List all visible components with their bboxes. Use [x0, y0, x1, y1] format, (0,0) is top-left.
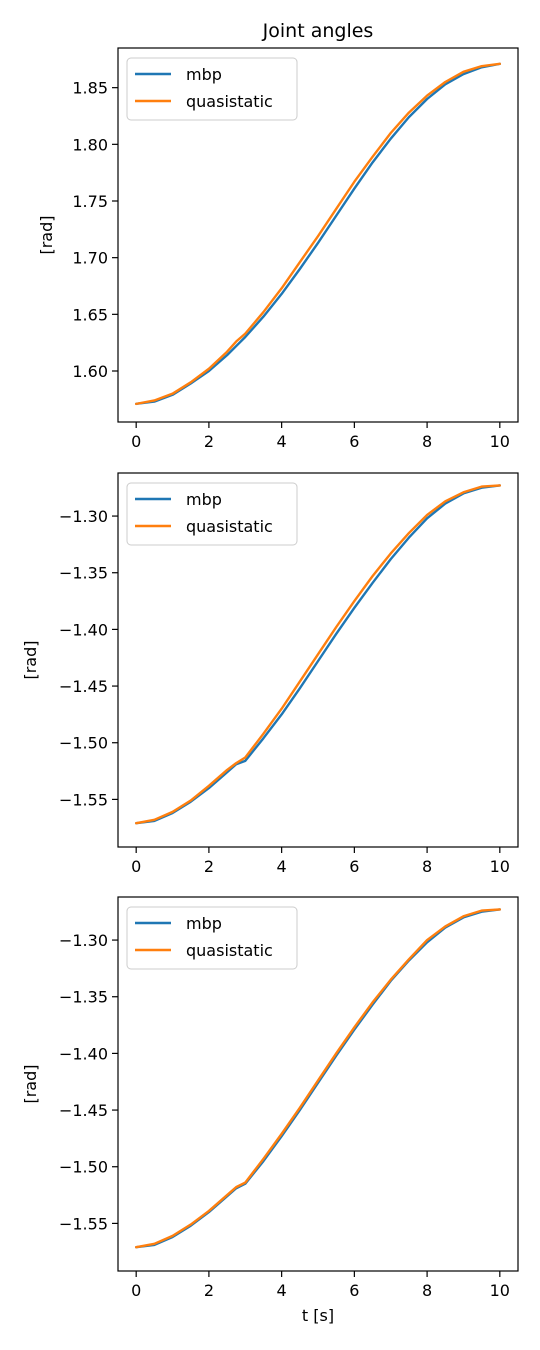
y-tick-label-3-2: −1.45 [59, 1101, 108, 1120]
x-tick-label-1-1: 2 [204, 432, 214, 451]
series-line-quasistatic-3 [134, 908, 502, 1249]
x-tick-label-2-2: 4 [277, 857, 287, 876]
y-tick-label-2-5: −1.30 [59, 507, 108, 526]
series-line-mbp-1 [134, 62, 502, 406]
y-tick-label-3-5: −1.30 [59, 931, 108, 950]
x-tick-label-2-1: 2 [204, 857, 214, 876]
plot-frame-3 [117, 896, 519, 1272]
legend-label-mbp-1: mbp [186, 65, 222, 84]
y-tick-label-1-3: 1.75 [72, 192, 108, 211]
x-tick-label-3-1: 2 [204, 1281, 214, 1300]
series-line-quasistatic-2 [134, 484, 502, 825]
x-tick-label-1-0: 0 [131, 432, 141, 451]
subplot-2: 0 2 4 6 8 10 −1.55 −1.50 −1.45 −1.40 −1.35 −1.30 [ra… [21, 472, 519, 876]
y-axis-label-1: [rad] [37, 215, 56, 254]
y-tick-label-2-2: −1.45 [59, 677, 108, 696]
legend-2: mbp quasistatic [126, 482, 298, 546]
x-tick-label-1-4: 8 [422, 432, 432, 451]
y-axis-label-2: [rad] [21, 640, 40, 679]
y-tick-label-2-4: −1.35 [59, 564, 108, 583]
legend-label-mbp-3: mbp [186, 914, 222, 933]
figure-title: Joint angles [262, 20, 374, 42]
y-axis-label-3: [rad] [21, 1064, 40, 1103]
y-tick-label-2-0: −1.55 [59, 790, 108, 809]
x-tick-label-3-2: 4 [277, 1281, 287, 1300]
x-tick-label-3-4: 8 [422, 1281, 432, 1300]
x-tick-label-1-5: 10 [490, 432, 510, 451]
y-tick-label-3-0: −1.55 [59, 1214, 108, 1233]
x-tick-label-3-5: 10 [490, 1281, 510, 1300]
x-tick-label-2-3: 6 [349, 857, 359, 876]
subplot-3: 0 2 4 6 8 10 −1.55 −1.50 −1.45 −1.40 −1.35 −1.30 [ra… [21, 896, 519, 1325]
y-tick-label-2-3: −1.40 [59, 620, 108, 639]
legend-label-quasistatic-2: quasistatic [186, 517, 273, 536]
y-tick-label-1-4: 1.80 [72, 135, 108, 154]
y-tick-label-1-0: 1.60 [72, 362, 108, 381]
x-tick-label-2-4: 8 [422, 857, 432, 876]
x-tick-label-2-5: 10 [490, 857, 510, 876]
x-tick-label-1-3: 6 [349, 432, 359, 451]
legend-label-quasistatic-1: quasistatic [186, 92, 273, 111]
y-tick-label-2-1: −1.50 [59, 734, 108, 753]
y-tick-label-3-1: −1.50 [59, 1158, 108, 1177]
legend-1: mbp quasistatic [126, 57, 298, 121]
x-tick-label-3-0: 0 [131, 1281, 141, 1300]
series-line-quasistatic-1 [134, 62, 502, 406]
series-line-mbp-2 [134, 484, 502, 825]
x-axis-label-3: t [s] [302, 1306, 334, 1325]
x-tick-label-1-2: 4 [277, 432, 287, 451]
plot-frame-2 [117, 472, 519, 848]
subplot-1: 0 2 4 6 8 10 1.60 1.65 1.70 1.75 1.80 1.85 [rad] mbp q… [37, 47, 519, 451]
y-tick-label-1-2: 1.70 [72, 249, 108, 268]
y-tick-label-1-1: 1.65 [72, 305, 108, 324]
y-tick-label-3-3: −1.40 [59, 1044, 108, 1063]
y-tick-label-3-4: −1.35 [59, 988, 108, 1007]
plot-frame-1 [117, 47, 519, 423]
legend-label-mbp-2: mbp [186, 490, 222, 509]
legend-3: mbp quasistatic [126, 906, 298, 970]
x-tick-label-3-3: 6 [349, 1281, 359, 1300]
subplot-panels: 0 2 4 6 8 10 1.60 1.65 1.70 1.75 1.80 1.85 [rad] mbp q… [21, 47, 519, 1325]
x-tick-label-2-0: 0 [131, 857, 141, 876]
legend-label-quasistatic-3: quasistatic [186, 941, 273, 960]
y-tick-label-1-5: 1.85 [72, 79, 108, 98]
